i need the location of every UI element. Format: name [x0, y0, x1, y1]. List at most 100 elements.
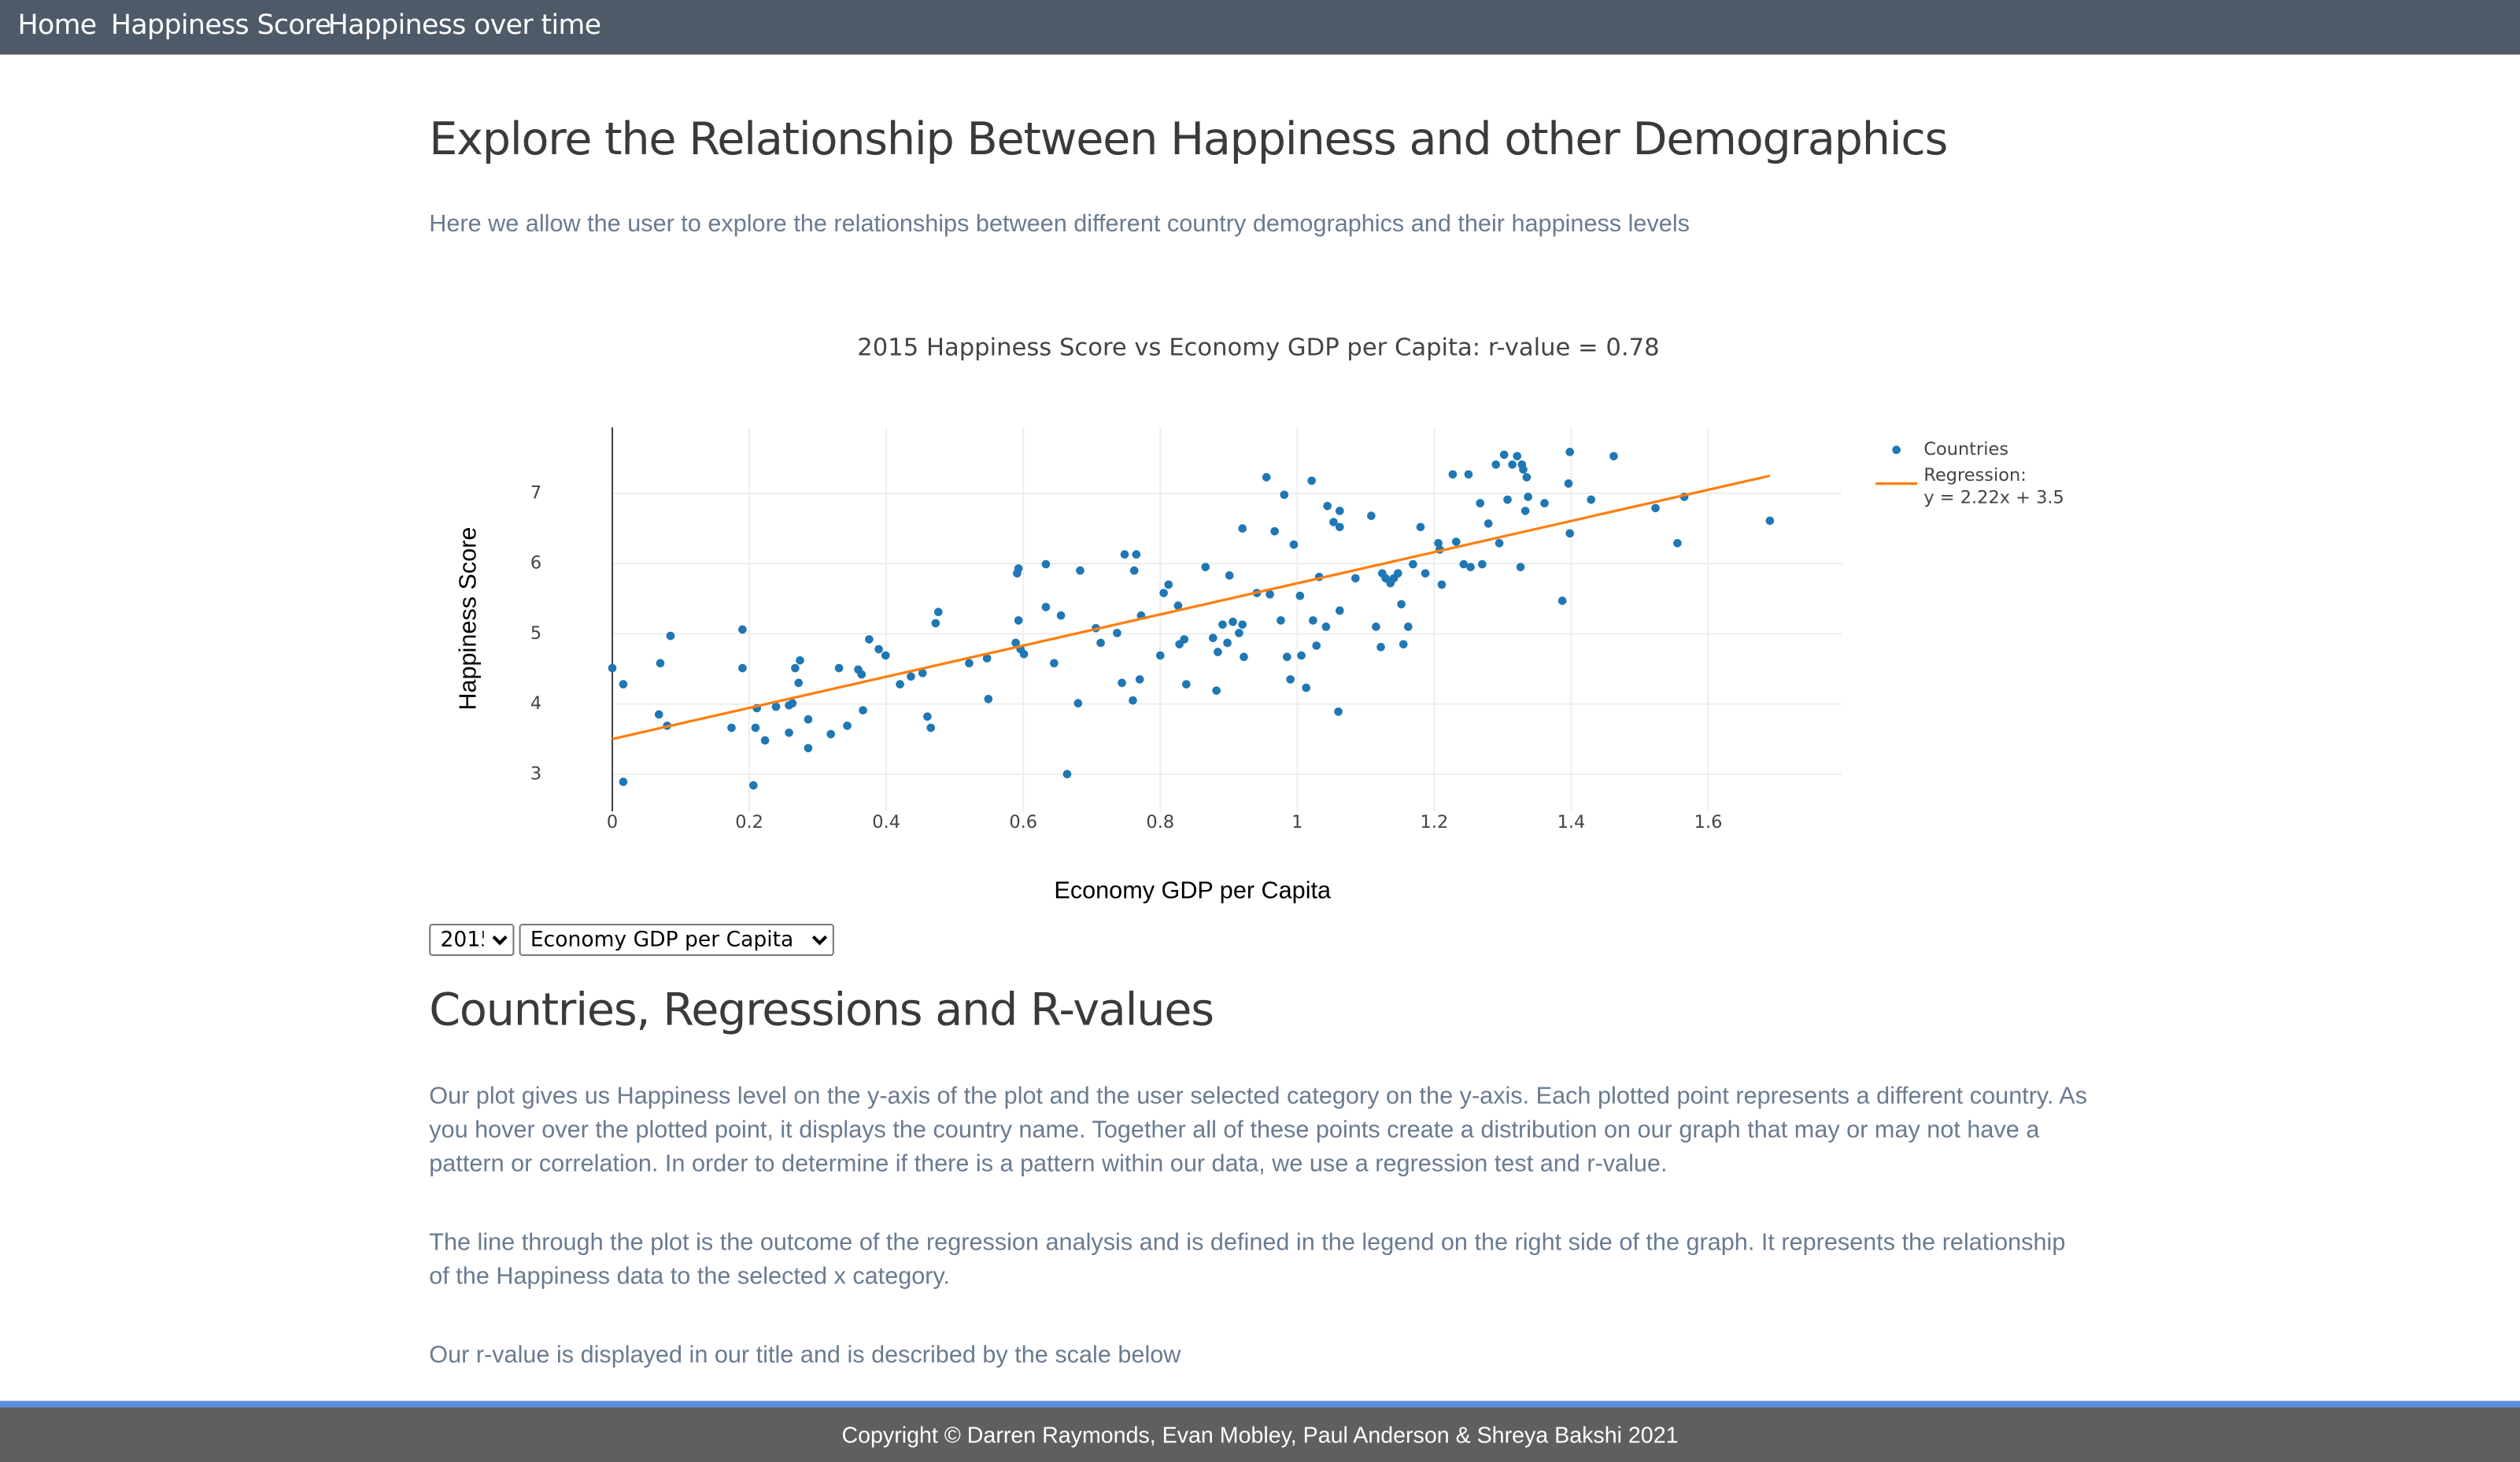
data-point [1118, 678, 1126, 688]
data-point [1277, 616, 1285, 625]
data-point [1335, 606, 1344, 615]
data-point [1129, 566, 1139, 575]
nav-link[interactable]: Home [17, 9, 97, 42]
data-point [1014, 564, 1023, 573]
data-point [1335, 522, 1344, 532]
data-point [826, 729, 835, 739]
x-tick-label: 0.6 [1009, 812, 1037, 833]
category-select[interactable]: Economy GDP per Capita [519, 924, 834, 956]
x-tick-label: 0.4 [872, 812, 900, 833]
data-point [749, 781, 758, 790]
data-point [1673, 538, 1682, 548]
data-point [666, 631, 675, 641]
data-point [859, 706, 867, 714]
data-point [1238, 620, 1247, 629]
data-point [1073, 699, 1083, 708]
data-point [1208, 633, 1218, 643]
page-subtitle: Here we allow the user to explore the re… [429, 210, 1690, 238]
data-point [1050, 659, 1059, 668]
paragraph: Our plot gives us Happiness level on the… [429, 1083, 2088, 1178]
data-point [834, 663, 844, 673]
data-point [760, 736, 770, 745]
x-tick-label: 1.6 [1694, 812, 1723, 833]
data-point [1466, 563, 1475, 571]
data-point [1129, 696, 1137, 705]
data-point [1335, 506, 1344, 515]
x-axis-label: Economy GDP per Capita [1054, 877, 1332, 903]
data-point [1262, 473, 1271, 482]
data-point [1451, 537, 1461, 546]
legend-label: Countries [1923, 439, 2008, 460]
data-point [857, 670, 866, 679]
data-point [1522, 473, 1532, 482]
data-point [1478, 559, 1487, 569]
data-point [1323, 501, 1332, 511]
data-point [1434, 538, 1443, 548]
data-point [1334, 707, 1343, 716]
legend-marker [1892, 445, 1901, 455]
data-point [1297, 651, 1306, 660]
paragraph: Our r-value is displayed in our title an… [429, 1341, 1181, 1369]
data-point [1404, 622, 1413, 631]
data-point [1765, 516, 1775, 526]
data-point [1056, 611, 1066, 620]
data-point [1270, 526, 1279, 536]
data-point [874, 644, 883, 654]
data-point [1513, 452, 1522, 460]
data-point [656, 659, 665, 668]
data-point [1309, 616, 1317, 625]
data-point [1302, 683, 1310, 692]
data-point [1519, 465, 1528, 474]
data-point [751, 723, 760, 733]
data-point [1014, 616, 1023, 625]
data-point [1159, 589, 1168, 597]
x-tick-label: 1.2 [1421, 812, 1449, 833]
data-point [1096, 638, 1105, 648]
data-point [1484, 519, 1493, 528]
data-point [1540, 499, 1549, 508]
x-tick-label: 0.8 [1146, 812, 1174, 833]
data-point [1062, 770, 1072, 779]
data-point [1491, 460, 1501, 469]
nav-link[interactable]: Happiness Score [110, 9, 331, 42]
y-tick-label: 3 [530, 763, 541, 784]
nav-link[interactable]: Happiness over time [327, 9, 602, 42]
data-point [1282, 652, 1291, 662]
data-point [608, 663, 617, 673]
footer: Copyright © Darren Raymonds, Evan Mobley… [0, 1401, 2520, 1462]
data-point [1416, 522, 1425, 532]
data-point [843, 721, 852, 730]
data-point [804, 714, 813, 724]
data-point [1421, 569, 1430, 578]
data-point [907, 672, 915, 681]
y-tick-label: 4 [530, 693, 541, 714]
data-point [984, 695, 993, 703]
y-axis-label: Happiness Score [454, 527, 481, 711]
data-point [1609, 452, 1618, 460]
data-point [1218, 620, 1227, 629]
data-point [1120, 550, 1129, 559]
x-tick-label: 0.2 [735, 812, 763, 833]
data-point [896, 680, 904, 689]
data-point [1464, 470, 1473, 479]
data-point [1565, 448, 1575, 456]
data-point [654, 710, 663, 719]
year-select[interactable]: 2015 [429, 924, 515, 956]
x-tick-label: 1 [1291, 812, 1302, 833]
data-point [933, 607, 943, 617]
data-point [791, 663, 800, 673]
data-point [1280, 490, 1289, 500]
chart-title: 2015 Happiness Score vs Economy GDP per … [857, 334, 1659, 362]
data-point [1155, 651, 1165, 660]
data-point [1235, 629, 1243, 637]
data-point [1041, 559, 1051, 569]
data-point [1651, 504, 1660, 513]
data-point [1499, 450, 1509, 460]
data-point [1508, 460, 1517, 469]
data-point [1564, 479, 1573, 488]
data-point [1524, 493, 1532, 501]
data-point [931, 618, 940, 628]
x-tick-label: 0 [607, 812, 618, 833]
data-point [1503, 495, 1512, 504]
